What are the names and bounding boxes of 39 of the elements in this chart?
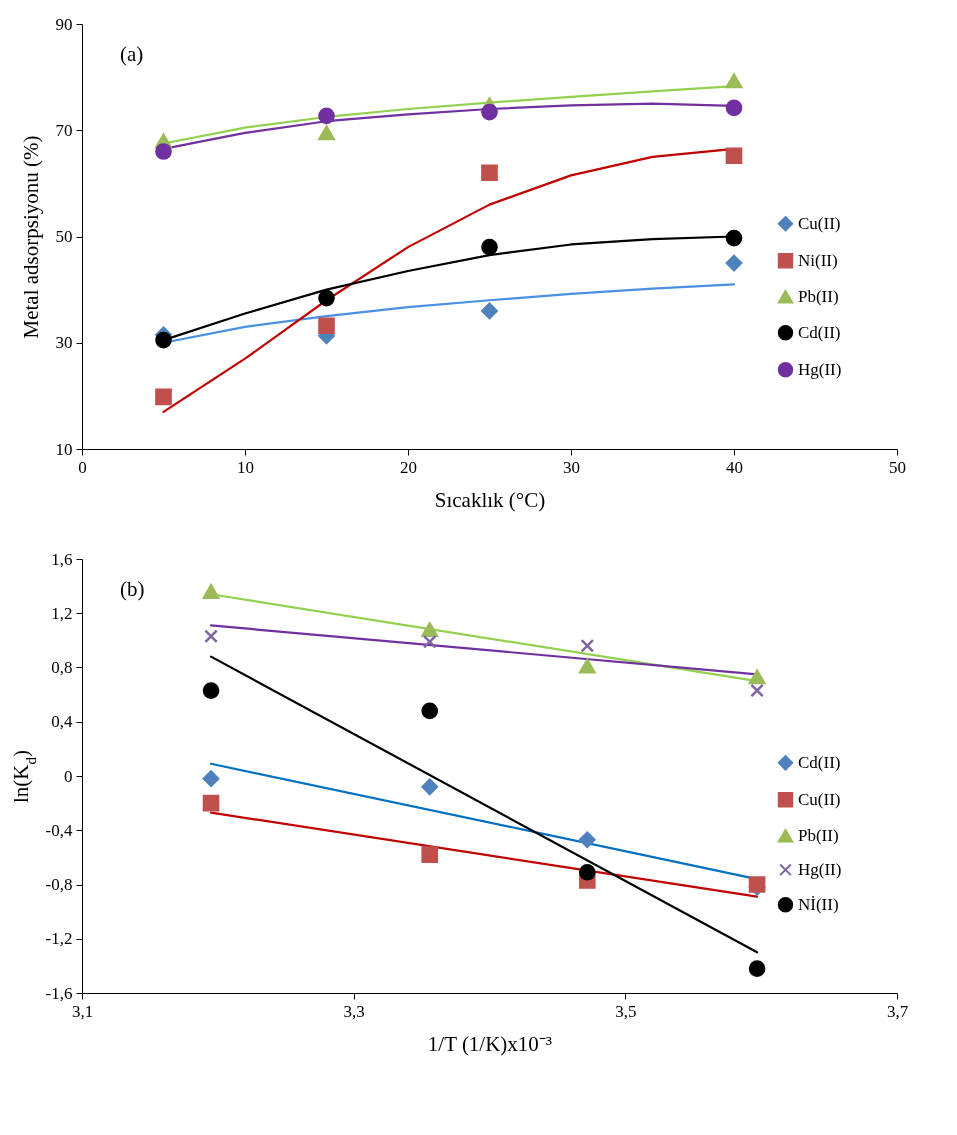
y-tick-label: -0,4: [45, 820, 73, 840]
x-tick-label: 10: [237, 457, 254, 477]
legend-label: Pb(II): [798, 286, 839, 306]
legend-label: Pb(II): [798, 825, 839, 845]
y-tick-label: 10: [55, 439, 73, 459]
x-tick-label: 3,1: [71, 1001, 94, 1021]
x-tick-label: 40: [726, 457, 743, 477]
annotation: (b): [120, 577, 145, 601]
legend-label: Hg(II): [798, 359, 842, 379]
x-tick-label: 3,5: [615, 1001, 637, 1021]
legend-label: Hg(II): [798, 859, 842, 879]
legend-label: Cd(II): [798, 752, 841, 772]
y-tick-label: 0,8: [51, 658, 73, 677]
x-tick-label: 0: [78, 457, 87, 477]
legend-label: Ni(II): [798, 250, 838, 270]
y-tick-label: 50: [55, 227, 73, 246]
x-tick-label: 3,3: [343, 1001, 365, 1021]
x-tick-label: 30: [563, 457, 580, 477]
legend-label: Cu(II): [798, 789, 841, 809]
legend-label: Cu(II): [798, 213, 841, 233]
x-tick-label: 3,7: [886, 1001, 909, 1021]
y-tick-label: -1,2: [45, 929, 73, 949]
legend-label: Nİ(II): [798, 894, 839, 914]
y-axis-title: Metal adsorpsiyonu (%): [18, 135, 43, 339]
y-tick-label: 0: [64, 766, 73, 786]
y-tick-label: 1,2: [51, 603, 73, 623]
x-tick-label: 20: [400, 457, 417, 477]
y-tick-label: 30: [55, 333, 73, 353]
x-axis-title: 1/T (1/K)x10⁻³: [427, 1031, 553, 1056]
x-axis-title: Sıcaklık (°C): [434, 487, 546, 512]
y-tick-label: -1,6: [45, 983, 73, 1003]
y-tick-label: 70: [55, 120, 73, 140]
y-tick-label: 0,4: [51, 712, 73, 732]
y-tick-label: 1,6: [51, 549, 73, 569]
legend-label: Cd(II): [798, 322, 841, 342]
y-tick-label: -0,8: [45, 875, 73, 894]
x-tick-label: 50: [889, 457, 906, 477]
annotation: (a): [120, 42, 144, 66]
y-tick-label: 90: [55, 14, 73, 34]
